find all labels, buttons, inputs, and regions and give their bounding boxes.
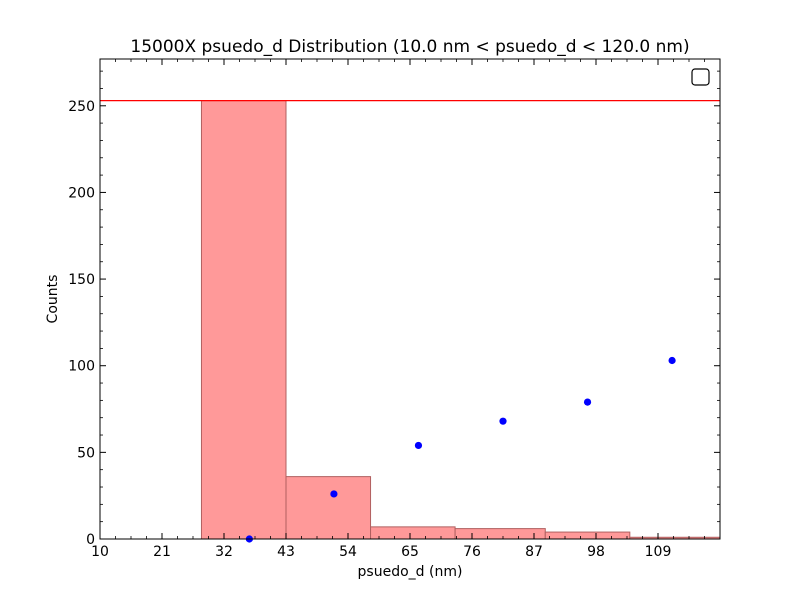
y-tick-label: 150: [68, 272, 95, 288]
x-tick-label: 65: [401, 544, 419, 560]
data-point: [499, 417, 507, 425]
y-axis-label: Counts: [45, 275, 61, 324]
data-point: [330, 490, 338, 498]
histogram-bar: [370, 526, 456, 540]
points-layer: [245, 356, 676, 543]
legend-box: [691, 68, 710, 86]
y-tick-label: 100: [68, 359, 95, 375]
data-point: [583, 398, 592, 406]
histogram-bar: [200, 100, 287, 540]
plot-frame: [99, 58, 721, 540]
data-point: [668, 356, 676, 365]
y-tick-label: 50: [77, 445, 95, 461]
histogram-bar: [454, 528, 546, 540]
x-tick-label: 76: [463, 544, 481, 560]
histogram-bar: [544, 531, 631, 540]
x-tick-label: 98: [587, 544, 605, 560]
x-tick-label: 54: [339, 544, 357, 560]
x-tick-label: 43: [277, 544, 295, 560]
x-tick-label: 32: [215, 544, 233, 560]
chart-title: 15000X psuedo_d Distribution (10.0 nm < …: [130, 37, 689, 57]
x-tick-label: 10: [91, 544, 109, 560]
y-tick-label: 250: [68, 99, 95, 115]
x-tick-label: 21: [153, 544, 171, 560]
x-tick-label: 109: [645, 544, 672, 560]
y-tick-label: 200: [68, 185, 95, 201]
x-tick-label: 87: [525, 544, 543, 560]
bars-layer: [200, 100, 721, 540]
ticks-layer: 10 21 32 43 54 65 76 87 98 109 0 50 100 150 200 250: [68, 59, 721, 560]
histogram-bar: [285, 476, 372, 540]
y-tick-label: 0: [86, 532, 95, 548]
x-axis-label: psuedo_d (nm): [358, 564, 463, 580]
data-point: [414, 441, 423, 450]
